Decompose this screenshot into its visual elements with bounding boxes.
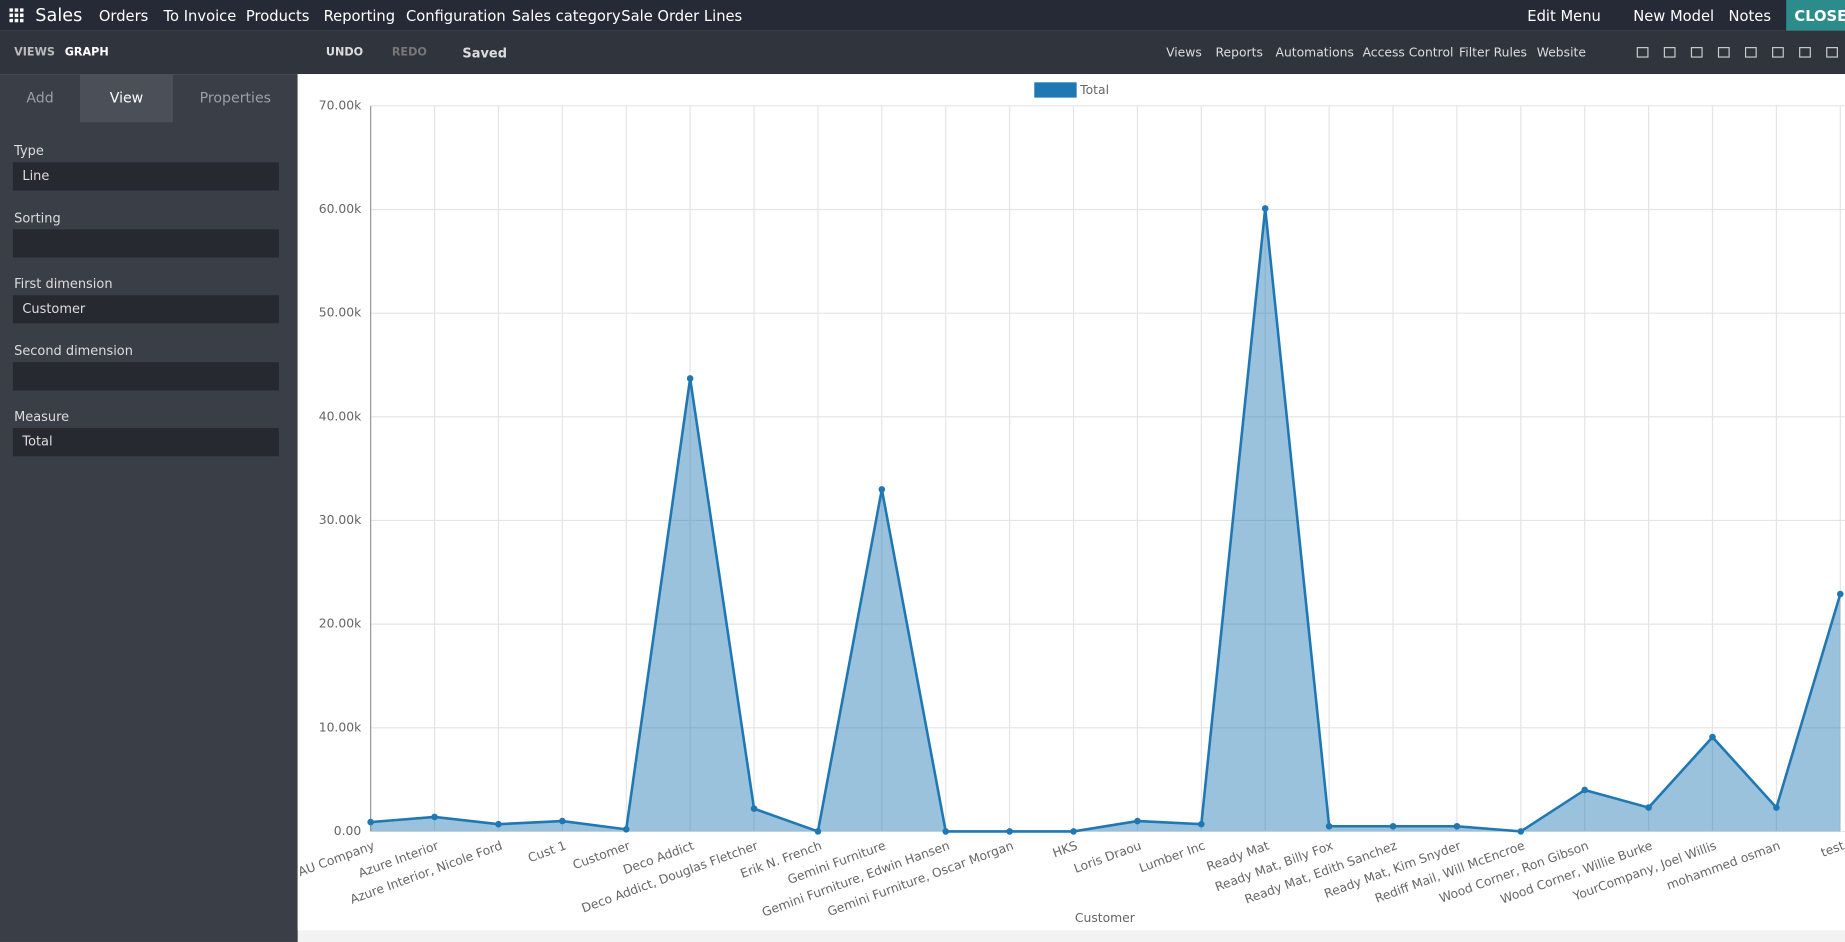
x-tick-label: Loris Draou [1072,838,1143,875]
toolbar-redo[interactable]: REDO [391,45,427,59]
y-tick-label: 20.00k [319,617,362,631]
point [878,486,886,493]
x-tick-label: HKS [1051,838,1080,860]
nav-action[interactable]: CLOSE [1794,7,1845,25]
close-bg [1786,0,1845,31]
point [622,826,630,833]
menu-item[interactable]: To Invoice [163,7,237,25]
toolbar-link[interactable]: Views [1166,45,1202,60]
toolbar: VIEWS GRAPH UNDO REDO Saved Views Reports Autom… [0,30,1845,75]
field-select[interactable] [12,361,279,390]
y-tick-label: 40.00k [319,409,362,423]
view-icon[interactable] [1663,47,1676,58]
point [1645,804,1652,811]
point [367,818,374,826]
toolbar-status[interactable]: Saved [462,45,507,62]
point [1517,828,1525,835]
view-icon[interactable] [1744,47,1757,58]
toolbar-link[interactable]: Filter Rules [1459,45,1527,60]
x-tick-label: Lumber Inc [1137,838,1207,875]
view-icon[interactable] [1826,47,1838,58]
menu-item[interactable]: Sale Order Lines [621,7,743,25]
menu-item[interactable]: Products [245,7,310,25]
y-tick-label: 50.00k [319,306,362,320]
navbar: Sales Orders To Invoice Products Reporting C… [0,0,1845,31]
nav-action[interactable]: New Model [1633,7,1715,25]
point [1198,820,1205,828]
field-select[interactable] [12,228,279,257]
point [1134,817,1141,825]
point [1453,822,1461,830]
sidebar-tab[interactable]: Properties [199,89,272,106]
point [1070,828,1077,835]
toolbar-link[interactable]: Automations [1275,45,1354,60]
y-tick-label: 70.00k [319,98,362,112]
menu-item[interactable]: Orders [98,7,149,25]
chart: Customer 0.00 10.00k 20.00k 30.00k 40.00k 50.… [297,74,1845,931]
field-label: Sorting [14,209,61,226]
point [1389,822,1397,830]
point [559,817,566,825]
toolbar-link[interactable]: Website [1536,45,1586,60]
field-label: First dimension [14,276,113,292]
y-tick-label: 10.00k [319,720,362,734]
view-icon[interactable] [1717,47,1730,58]
point [1709,733,1716,741]
menu-item[interactable]: Sales category [511,7,621,25]
point [814,828,822,835]
field-label: Second dimension [14,342,133,359]
nav-action[interactable]: Notes [1728,7,1772,25]
sidebar-tab[interactable]: Add [26,89,54,106]
field-select[interactable]: Customer [12,295,279,324]
point [1837,590,1844,598]
sidebar: Add View Properties Type Line Sorting First di… [0,74,298,942]
toolbar-current[interactable]: GRAPH [64,45,109,59]
point [495,820,502,828]
toolbar-views[interactable]: VIEWS [14,45,55,59]
toolbar-link[interactable]: Reports [1215,45,1263,60]
point [431,813,438,821]
y-tick-label: 30.00k [319,513,362,527]
point [1325,822,1333,830]
y-tick-label: 0.00 [334,824,362,838]
x-axis-title: Customer [1075,911,1136,925]
view-icon[interactable] [1799,47,1811,58]
field-select[interactable]: Total [12,428,279,457]
apps-icon[interactable] [9,8,24,23]
sidebar-tab[interactable]: View [109,89,144,106]
x-tick-label: test [1819,838,1845,859]
toolbar-link[interactable]: Access Control [1362,45,1454,60]
menu-item[interactable]: Configuration [405,7,506,25]
view-icon[interactable] [1772,47,1784,58]
menu-item[interactable]: Reporting [323,7,396,25]
view-icon[interactable] [1690,47,1703,58]
point [1261,205,1269,212]
point [942,828,950,835]
legend-swatch [1034,82,1077,98]
point [1006,828,1013,835]
app-name[interactable]: Sales [35,4,83,26]
point [1581,786,1588,794]
area [370,208,1841,832]
y-tick-label: 60.00k [319,202,362,216]
x-tick-label: Cust 1 [526,838,568,865]
point [750,805,758,812]
field-label: Type [14,143,44,159]
legend-label: Total [1079,83,1109,97]
nav-action[interactable]: Edit Menu [1527,7,1601,25]
field-label: Measure [14,409,70,425]
field-select[interactable]: Line [12,162,279,191]
x-tick-label: mohammed osman [1665,838,1782,892]
line [370,208,1842,834]
toolbar-undo[interactable]: UNDO [325,45,364,59]
point [686,375,694,382]
view-icon[interactable] [1636,47,1649,58]
active-tab-bg [80,74,173,123]
point [1773,804,1780,811]
